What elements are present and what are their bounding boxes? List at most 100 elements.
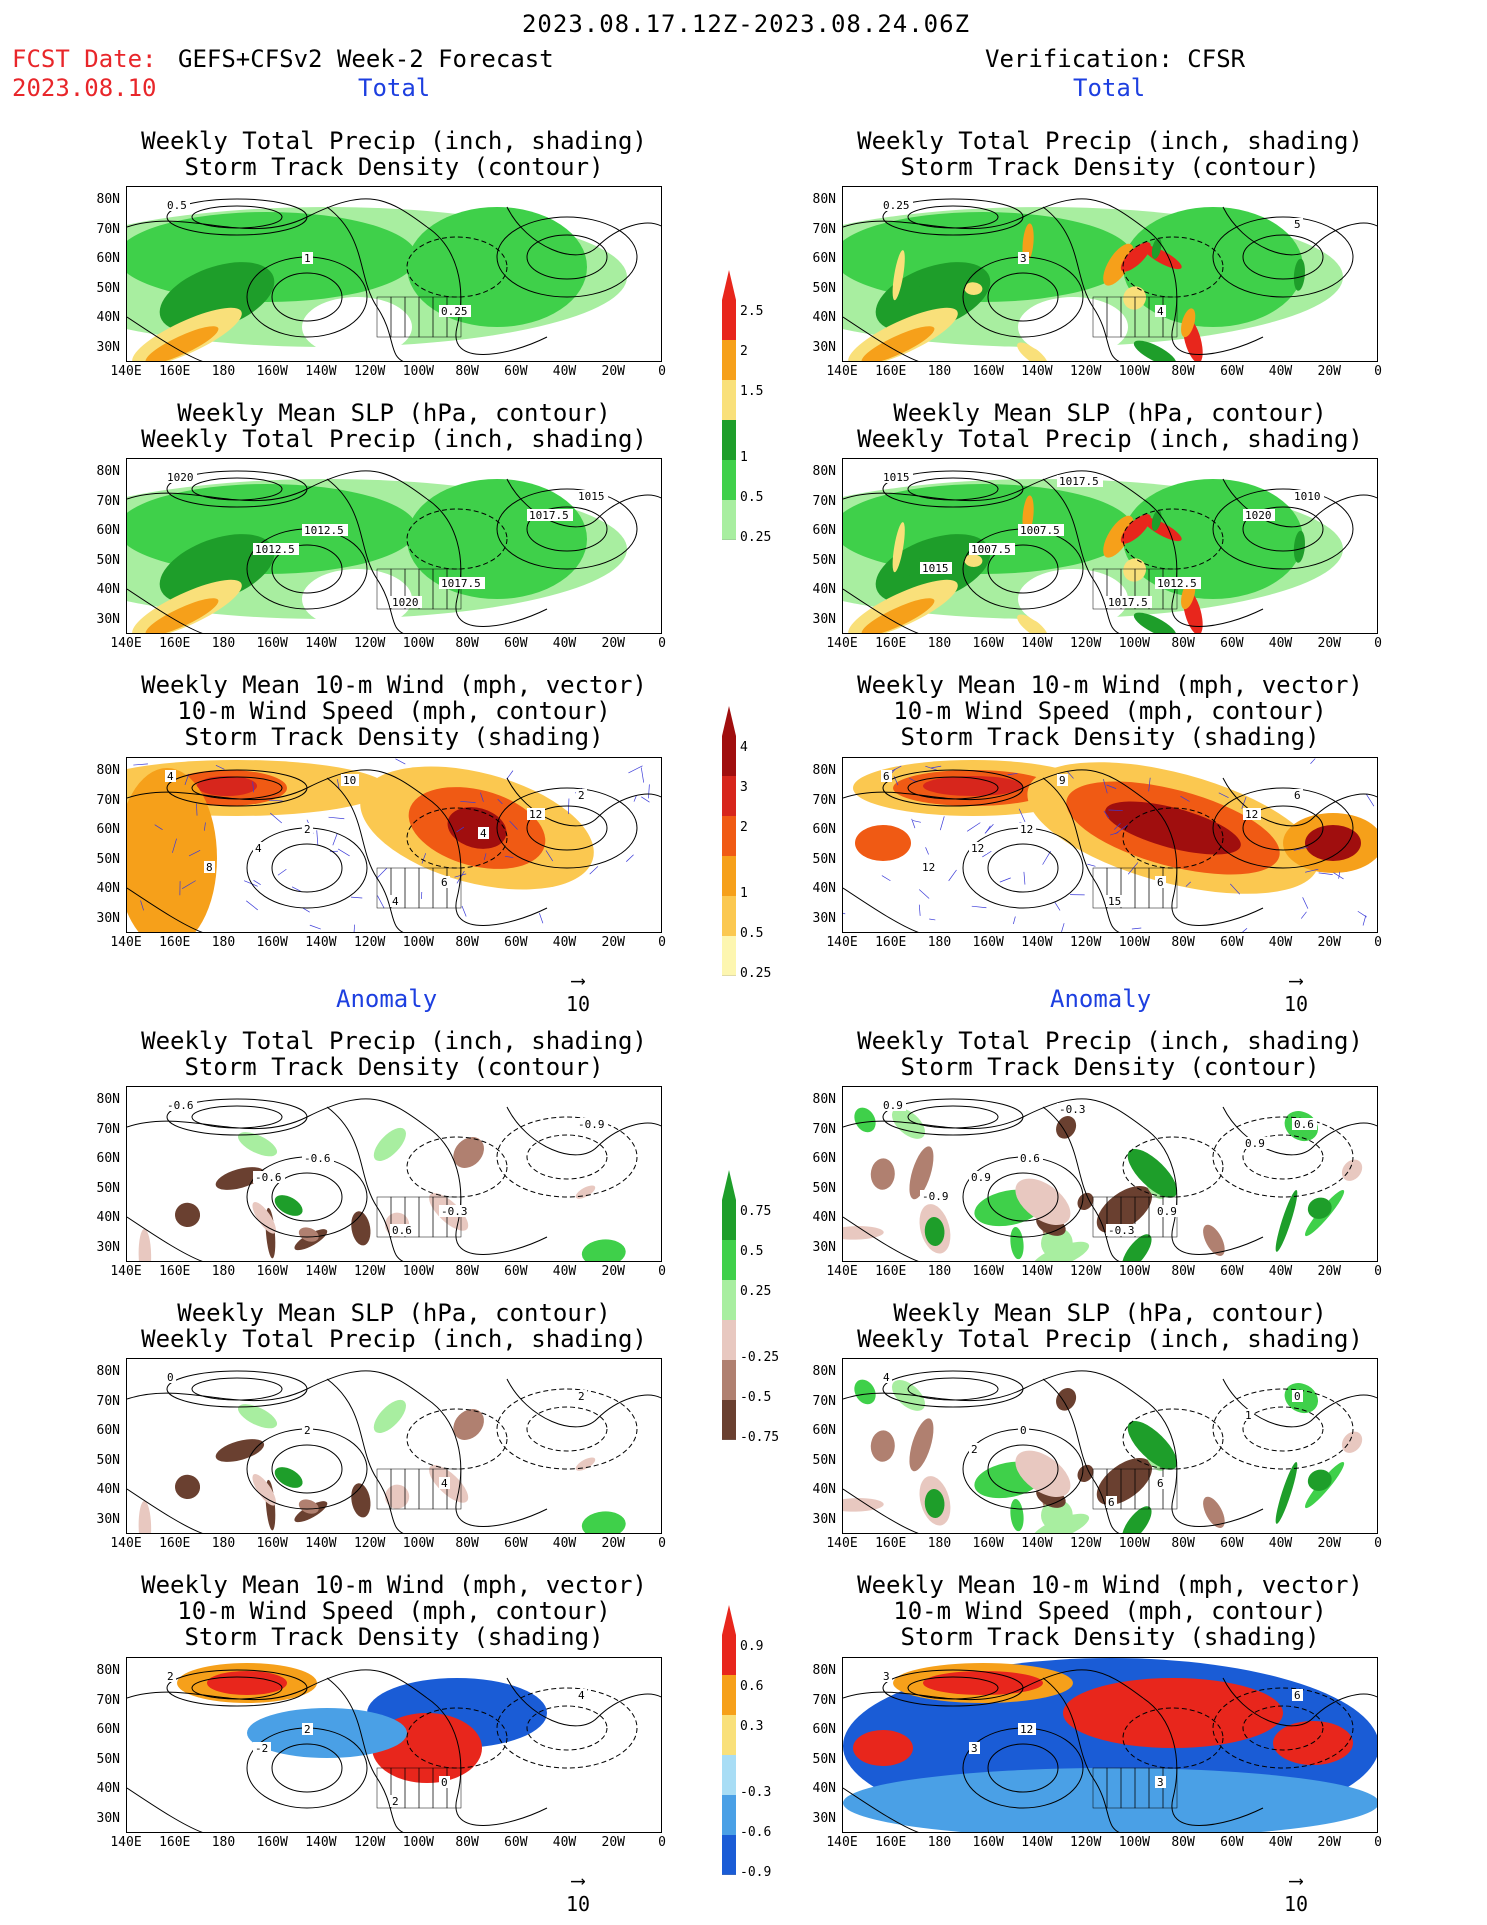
contour-label: 12 [529,808,542,821]
contour-label: 6 [441,876,448,889]
colorbar-svg [721,1170,737,1461]
contour-line [191,1676,283,1700]
wind-vector [911,818,916,829]
colorbar-cap [722,270,736,300]
shade-region [924,1489,945,1518]
contour-line [166,1370,308,1408]
lon-label: 180 [927,364,952,379]
contour-label: 12 [922,861,935,874]
contour-line [271,843,343,893]
shade-region [145,326,219,361]
lat-label: 70N [812,221,836,237]
shade-region [252,1202,276,1234]
map-canvas: 2 2 0 4 -2 2 [127,1663,661,1832]
contour-label-bg [1243,509,1275,521]
wind-vector [948,869,957,882]
coastline [1222,1677,1377,1727]
contour-label: 0.9 [883,1099,903,1112]
map-vf-wind-anom: 3 12 3 6 3 [842,1657,1378,1833]
lon-label: 100W [1118,935,1151,950]
colorbar-cap [722,1605,736,1635]
wind-vector [1229,883,1241,895]
map-canvas: 0.25 3 4 5 [843,198,1377,361]
contour-label: 1010 [1294,490,1321,503]
lat-label: 50N [96,280,120,296]
lat-label: 50N [812,851,836,867]
shade-region [1127,1148,1178,1198]
map-canvas: 4 0 6 0 2 6 1 [843,1370,1377,1533]
wind-vector [291,886,301,892]
colorbar-label: 0.25 [740,530,772,545]
coastline [843,198,1144,230]
contour-label-bg [1292,490,1324,502]
contour-label-bg [1292,1390,1303,1402]
coastline [127,769,428,801]
wind-vector [1333,872,1344,880]
lon-label: 140W [1021,1835,1053,1850]
vector-ref-label: 10 [1283,1892,1309,1916]
verification-label: Verification: CFSR [985,45,1246,73]
contour-line [526,1406,608,1452]
shade-region [964,282,983,295]
fcst-date-value: 2023.08.10 [12,74,157,102]
colorbar-label: -0.6 [740,1825,772,1840]
wind-vector [1054,901,1061,911]
contour-line [1212,1116,1354,1198]
shade-region [1105,801,1241,855]
lon-label: 180 [211,1536,236,1551]
contour-line [526,234,608,280]
coastline [843,1216,919,1261]
contour-label-bg [881,770,892,782]
wind-vector [182,880,196,889]
contour-label: 4 [167,770,174,783]
lon-label: 160E [875,1536,907,1551]
shade-region [1123,286,1147,310]
shade-region [1041,1499,1073,1531]
wind-vector [1013,916,1016,925]
contour-label: -0.9 [922,1190,949,1203]
map-canvas: 6 12 6 6 12 15 12 12 9 [843,758,1377,932]
colorbar-swatch [722,856,736,896]
lon-label: 160E [875,636,907,651]
colorbar-swatch [722,736,736,776]
contour-label: 0.6 [392,1224,412,1237]
coastline [843,588,919,633]
coastline [127,316,203,361]
shade-region [1203,1224,1225,1256]
contour-label-bg [1292,1118,1317,1130]
map-fc-slp: 1020 1012.5 1017.5 1015 1012.5 1020 1017.5 [126,458,662,634]
contour-label-bg [439,305,471,317]
contour-label: 3 [883,1670,890,1683]
lon-label: 80W [1171,1264,1195,1279]
contour-label-bg [1018,252,1029,264]
lon-label: 60W [1220,935,1244,950]
contour-label-bg [302,1152,334,1164]
contour-label-bg [439,1477,450,1489]
lon-label: 160W [972,636,1004,651]
lon-label: 60W [504,1264,528,1279]
lon-label: 120W [1069,364,1102,379]
wind-vector [328,816,345,820]
lon-label: 160W [972,364,1004,379]
map-canvas: 1020 1012.5 1017.5 1015 1012.5 1020 1017.5 [127,470,661,633]
wind-vector [628,765,643,774]
contour-label-bg [302,1424,313,1436]
contour-label: -2 [255,1742,268,1755]
shade-region [964,554,983,567]
colorbar-swatch [722,1280,736,1320]
contour-label: 8 [206,861,213,874]
contour-line [1242,506,1324,552]
contour-label: 1017.5 [441,577,481,590]
contour-label-bg [253,1742,271,1754]
contour-label: 12 [971,842,984,855]
contour-label: 1007.5 [971,543,1011,556]
coastline [506,478,661,528]
lon-label: 20W [601,1264,625,1279]
shade-region [853,1730,913,1766]
coastline [127,1216,203,1261]
colorbar-precip-anom: 0.75 0.5 0.25 -0.25 -0.5 -0.75 [718,1170,779,1461]
wind-vector [461,905,467,917]
vector-ref-fc-anom: ⟶ 10 [565,1868,591,1916]
contour-line [526,506,608,552]
contour-line [496,1687,638,1769]
